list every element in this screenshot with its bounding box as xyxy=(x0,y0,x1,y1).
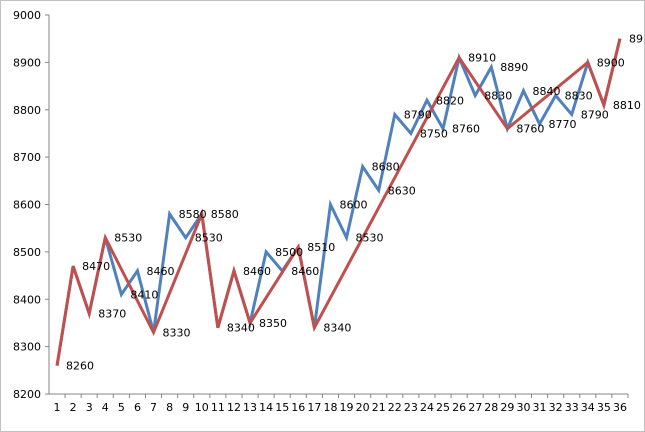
x-tick-label: 19 xyxy=(340,401,354,414)
x-tick-label: 5 xyxy=(118,401,125,414)
data-label: 8370 xyxy=(98,307,126,320)
x-tick-label: 35 xyxy=(597,401,611,414)
x-tick-label: 32 xyxy=(549,401,563,414)
x-tick-label: 30 xyxy=(516,401,530,414)
data-label: 8890 xyxy=(500,61,528,74)
y-tick-label: 8600 xyxy=(13,199,41,212)
x-tick-label: 20 xyxy=(356,401,370,414)
x-tick-label: 16 xyxy=(291,401,305,414)
data-label: 8350 xyxy=(259,317,287,330)
data-label: 8820 xyxy=(436,94,464,107)
x-tick-label: 22 xyxy=(388,401,402,414)
data-label: 8340 xyxy=(227,322,255,335)
data-label: 8340 xyxy=(323,322,351,335)
x-tick-label: 8 xyxy=(166,401,173,414)
data-label: 8680 xyxy=(372,161,400,174)
data-label: 8580 xyxy=(211,208,239,221)
x-tick-label: 2 xyxy=(70,401,77,414)
x-tick-label: 10 xyxy=(195,401,209,414)
data-label: 8330 xyxy=(163,326,191,339)
x-tick-label: 18 xyxy=(323,401,337,414)
x-tick-label: 29 xyxy=(500,401,514,414)
data-label: 8790 xyxy=(581,108,609,121)
y-tick-label: 8500 xyxy=(13,246,41,259)
data-label: 8810 xyxy=(613,99,641,112)
x-tick-label: 36 xyxy=(613,401,627,414)
x-tick-label: 4 xyxy=(102,401,109,414)
x-tick-label: 9 xyxy=(182,401,189,414)
data-label: 8580 xyxy=(179,208,207,221)
data-label: 8530 xyxy=(195,232,223,245)
x-tick-label: 26 xyxy=(452,401,466,414)
y-tick-label: 8200 xyxy=(13,388,41,401)
y-tick-label: 8300 xyxy=(13,341,41,354)
x-tick-label: 7 xyxy=(150,401,157,414)
x-tick-label: 3 xyxy=(86,401,93,414)
data-label: 8630 xyxy=(388,184,416,197)
data-label: 8530 xyxy=(356,232,384,245)
x-tick-label: 28 xyxy=(484,401,498,414)
data-label: 8950 xyxy=(629,33,645,46)
x-tick-label: 24 xyxy=(420,401,434,414)
x-tick-label: 6 xyxy=(134,401,141,414)
y-tick-label: 8800 xyxy=(13,104,41,117)
data-label: 8510 xyxy=(307,241,335,254)
data-label: 8760 xyxy=(452,123,480,136)
data-label: 8790 xyxy=(404,108,432,121)
y-tick-label: 9000 xyxy=(13,9,41,22)
data-label: 8530 xyxy=(114,232,142,245)
data-label: 8470 xyxy=(82,260,110,273)
x-tick-label: 27 xyxy=(468,401,482,414)
x-tick-label: 33 xyxy=(565,401,579,414)
x-tick-label: 25 xyxy=(436,401,450,414)
data-label: 8460 xyxy=(291,265,319,278)
x-tick-label: 12 xyxy=(227,401,241,414)
x-tick-label: 17 xyxy=(307,401,321,414)
data-label: 8460 xyxy=(243,265,271,278)
x-tick-label: 15 xyxy=(275,401,289,414)
series-line-price xyxy=(55,38,622,366)
data-label: 8750 xyxy=(420,127,448,140)
x-tick-label: 14 xyxy=(259,401,273,414)
data-label: 8760 xyxy=(516,123,544,136)
x-tick-label: 31 xyxy=(533,401,547,414)
x-tick-label: 34 xyxy=(581,401,595,414)
data-label: 8830 xyxy=(565,90,593,103)
y-tick-label: 8700 xyxy=(13,151,41,164)
x-tick-label: 23 xyxy=(404,401,418,414)
series-line-zigzag xyxy=(55,38,622,366)
x-tick-label: 1 xyxy=(54,401,61,414)
y-tick-label: 8400 xyxy=(13,293,41,306)
data-label: 8600 xyxy=(339,199,367,212)
data-label: 8900 xyxy=(597,56,625,69)
data-label: 8260 xyxy=(66,360,94,373)
data-label: 8830 xyxy=(484,90,512,103)
x-tick-label: 21 xyxy=(372,401,386,414)
x-tick-label: 11 xyxy=(211,401,225,414)
data-label: 8460 xyxy=(146,265,174,278)
data-label: 8910 xyxy=(468,52,496,65)
data-label: 8840 xyxy=(532,85,560,98)
data-label: 8410 xyxy=(130,289,158,302)
data-label: 8500 xyxy=(275,246,303,259)
data-label: 8770 xyxy=(549,118,577,131)
x-tick-label: 13 xyxy=(243,401,257,414)
y-tick-label: 8900 xyxy=(13,56,41,69)
